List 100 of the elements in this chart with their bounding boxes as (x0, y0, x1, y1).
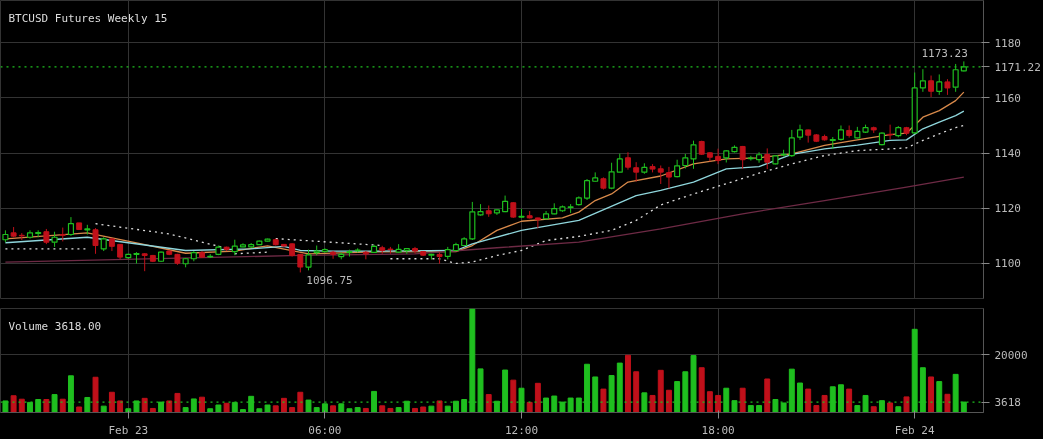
y-tick-label: 1100 (994, 257, 1021, 271)
bar (280, 397, 287, 413)
bar (395, 407, 402, 413)
bar (182, 407, 189, 413)
candlestick (608, 162, 615, 190)
y-tick-label: 1140 (994, 147, 1021, 161)
bar (846, 388, 853, 413)
candlestick (715, 148, 722, 165)
bar (444, 405, 451, 413)
bar (649, 394, 656, 413)
candlestick (92, 227, 99, 255)
bar (387, 407, 394, 413)
bar (10, 395, 17, 413)
candlestick (690, 140, 697, 170)
bar (289, 407, 296, 413)
bar (59, 398, 66, 413)
bar (895, 406, 902, 413)
bar (412, 407, 418, 413)
bar (174, 392, 181, 413)
candlestick (919, 68, 926, 93)
text: BTCUSD Futures Weekly 15 (8, 11, 168, 25)
bar (43, 399, 50, 413)
bar (125, 408, 132, 413)
bar (944, 393, 951, 413)
x-tick-label: 18:00 (701, 423, 735, 437)
ref-line-label: 3618 (994, 396, 1021, 410)
candlestick (633, 161, 640, 183)
candlestick (928, 75, 935, 98)
bar (756, 405, 763, 413)
bar (633, 371, 640, 413)
bar (240, 409, 246, 413)
x-tick-label: 12:00 (504, 423, 539, 437)
bar (330, 405, 337, 413)
bar (534, 382, 541, 413)
annotation: 1173.23 (921, 47, 968, 61)
bar (379, 405, 386, 413)
bar (698, 367, 705, 413)
bar (362, 407, 369, 413)
ref-line-label: 1171.22 (994, 60, 1041, 74)
bar (313, 407, 320, 413)
candlestick (616, 153, 623, 173)
bar (354, 407, 361, 413)
annotation: 1096.75 (306, 274, 353, 288)
bar (297, 391, 304, 413)
bar (887, 402, 894, 413)
x-tick-label: 06:00 (308, 423, 342, 437)
candlestick (657, 165, 664, 185)
bar (436, 400, 443, 413)
bar (813, 405, 820, 413)
bar (665, 389, 672, 413)
bar (223, 402, 230, 413)
bar (747, 405, 754, 413)
bar (600, 388, 607, 413)
bar (346, 408, 353, 413)
y-tick-label: 1180 (994, 36, 1021, 50)
bar (510, 379, 517, 413)
bar (199, 396, 205, 413)
bar (928, 376, 935, 413)
bar (428, 405, 435, 413)
x-tick-label: Feb 24 (894, 423, 935, 437)
bar (420, 406, 427, 413)
bar (117, 400, 124, 413)
y-tick-label: 1160 (994, 91, 1021, 105)
bar (854, 405, 861, 413)
bar (526, 401, 533, 413)
text: Volume 3618.00 (8, 319, 102, 333)
bar (821, 394, 828, 413)
candlestick (747, 155, 754, 162)
bar (739, 387, 746, 413)
candlestick (887, 124, 894, 140)
bar (706, 391, 713, 413)
y-tick-label: 20000 (994, 348, 1028, 362)
bar (141, 397, 148, 413)
bar (903, 396, 910, 413)
candlestick (788, 129, 795, 158)
x-tick-label: Feb 23 (108, 423, 149, 437)
bar (485, 394, 492, 413)
bar (272, 405, 279, 413)
candlestick (330, 250, 337, 260)
bar (657, 369, 664, 413)
bar (76, 406, 83, 413)
bar (166, 400, 173, 413)
candlestick (665, 166, 672, 189)
candlestick (534, 217, 541, 229)
candlestick (305, 249, 312, 271)
bar (625, 354, 631, 413)
y-tick-label: 1120 (994, 202, 1021, 216)
bar (18, 398, 25, 413)
candlestick (755, 151, 763, 164)
bar (715, 394, 722, 413)
bar (108, 391, 115, 413)
bar (256, 408, 263, 413)
candlestick (67, 216, 75, 237)
bar (207, 408, 214, 413)
candlestick (764, 147, 771, 170)
candlestick (583, 178, 591, 201)
bar (870, 406, 877, 413)
bar (92, 376, 99, 413)
bar (149, 407, 156, 413)
candlestick (936, 73, 943, 96)
